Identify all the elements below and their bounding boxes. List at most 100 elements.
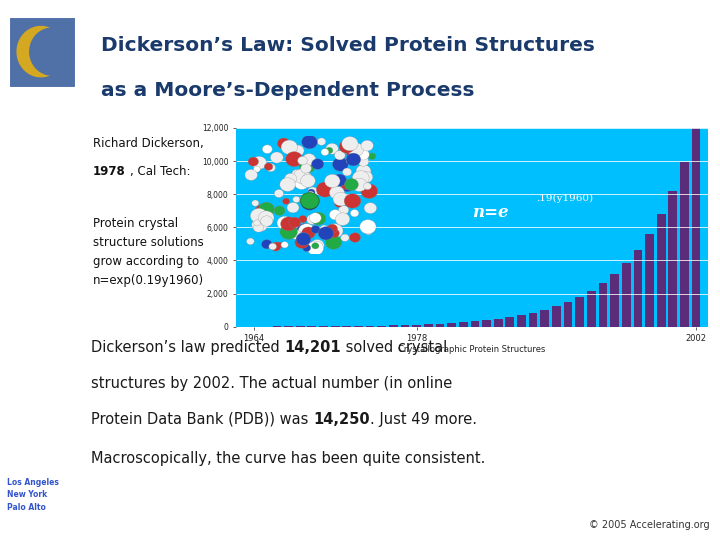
Circle shape — [346, 151, 354, 157]
Text: Protein crystal
structure solutions
grow according to
n=exp(0.19y1960): Protein crystal structure solutions grow… — [92, 217, 204, 287]
Circle shape — [338, 205, 348, 214]
Circle shape — [329, 186, 344, 199]
Circle shape — [311, 212, 326, 225]
Circle shape — [292, 170, 301, 178]
Text: . Just 49 more.: . Just 49 more. — [370, 412, 477, 427]
Circle shape — [307, 191, 315, 198]
Circle shape — [351, 178, 367, 192]
Circle shape — [302, 153, 315, 165]
Bar — [564, 302, 572, 327]
Text: Accelerating.org: Accelerating.org — [6, 14, 47, 18]
Circle shape — [277, 217, 292, 230]
Circle shape — [338, 216, 346, 223]
Circle shape — [344, 194, 361, 208]
Bar — [668, 191, 678, 327]
Circle shape — [274, 190, 284, 198]
Circle shape — [281, 217, 297, 231]
Text: Studies: Studies — [6, 246, 41, 255]
Text: Protein Data Bank (PDB)) was: Protein Data Bank (PDB)) was — [91, 412, 313, 427]
Circle shape — [301, 164, 312, 173]
Circle shape — [307, 241, 323, 255]
Circle shape — [295, 237, 309, 248]
Circle shape — [293, 196, 300, 202]
Circle shape — [364, 183, 372, 190]
Circle shape — [349, 233, 361, 242]
Circle shape — [311, 226, 320, 233]
Bar — [377, 326, 386, 327]
Circle shape — [280, 224, 297, 239]
Circle shape — [269, 243, 276, 250]
Bar — [424, 324, 433, 327]
Circle shape — [258, 202, 274, 216]
Circle shape — [251, 208, 267, 223]
Circle shape — [325, 174, 340, 188]
Circle shape — [368, 153, 376, 160]
Circle shape — [361, 184, 378, 199]
Circle shape — [327, 224, 338, 233]
Bar — [587, 291, 595, 327]
Circle shape — [333, 192, 348, 206]
Bar — [680, 163, 689, 327]
Circle shape — [307, 214, 318, 225]
Text: structures by 2002. The actual number (in online: structures by 2002. The actual number (i… — [91, 376, 452, 391]
Circle shape — [248, 157, 258, 166]
Circle shape — [342, 137, 358, 151]
Circle shape — [245, 170, 258, 180]
Circle shape — [253, 220, 261, 226]
Circle shape — [312, 242, 319, 249]
Circle shape — [271, 242, 281, 251]
Bar — [400, 325, 410, 327]
Circle shape — [286, 152, 303, 167]
Circle shape — [297, 157, 307, 165]
Circle shape — [264, 163, 273, 171]
Text: 1978: 1978 — [92, 165, 125, 178]
Circle shape — [321, 148, 329, 156]
Circle shape — [281, 241, 288, 248]
Circle shape — [327, 224, 343, 238]
Circle shape — [258, 211, 274, 225]
Circle shape — [300, 193, 316, 207]
Circle shape — [333, 174, 346, 186]
Circle shape — [252, 218, 268, 232]
Circle shape — [329, 210, 341, 220]
Circle shape — [342, 182, 353, 192]
Circle shape — [287, 202, 299, 213]
Circle shape — [252, 200, 259, 206]
Circle shape — [298, 224, 315, 238]
Circle shape — [339, 140, 354, 153]
Circle shape — [256, 205, 268, 215]
Circle shape — [300, 174, 315, 187]
Circle shape — [326, 143, 338, 154]
Circle shape — [316, 182, 333, 197]
Circle shape — [312, 159, 324, 170]
Bar — [517, 315, 526, 327]
Bar — [343, 326, 351, 327]
Circle shape — [294, 177, 309, 190]
Text: 14,201: 14,201 — [284, 340, 341, 355]
Circle shape — [290, 230, 302, 239]
Text: © 2005 Accelerating.org: © 2005 Accelerating.org — [588, 520, 709, 530]
Circle shape — [310, 213, 321, 223]
Circle shape — [325, 235, 342, 249]
Circle shape — [341, 181, 351, 190]
Bar — [634, 250, 642, 327]
Circle shape — [352, 171, 369, 185]
Bar — [494, 319, 503, 327]
Circle shape — [293, 169, 310, 184]
Circle shape — [280, 178, 295, 192]
Circle shape — [302, 227, 315, 239]
Text: n=e: n=e — [472, 205, 508, 221]
Circle shape — [360, 220, 376, 234]
Bar — [482, 320, 491, 327]
Circle shape — [359, 171, 373, 183]
Bar — [657, 214, 665, 327]
Circle shape — [335, 200, 343, 207]
Circle shape — [356, 165, 371, 178]
Text: Foundation: Foundation — [6, 265, 58, 274]
Bar — [552, 306, 561, 327]
Circle shape — [307, 189, 315, 195]
Circle shape — [346, 153, 361, 166]
Circle shape — [345, 180, 354, 187]
Text: Dickerson’s law predicted: Dickerson’s law predicted — [91, 340, 284, 355]
Circle shape — [307, 187, 318, 196]
